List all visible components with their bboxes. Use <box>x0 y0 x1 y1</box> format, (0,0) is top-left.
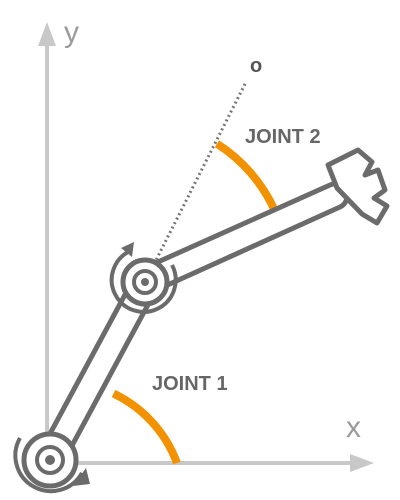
rotation-arrow-icon <box>13 437 84 494</box>
x-axis-label: x <box>346 411 361 444</box>
coordinate-axes: y x <box>38 16 374 475</box>
link1-extension-dotted-line <box>143 81 248 283</box>
joint1-angle-arc <box>111 389 181 465</box>
arm-link-2 <box>137 181 350 295</box>
elbow-joint <box>109 242 178 314</box>
x-axis-arrowhead <box>350 454 374 472</box>
rotation-arrow-icon <box>109 249 178 314</box>
reference-point-label: o <box>250 55 262 77</box>
gripper-icon <box>325 147 390 226</box>
y-axis-arrowhead <box>38 22 56 46</box>
y-axis-label: y <box>64 16 79 49</box>
joint1-label: JOINT 1 <box>152 373 228 395</box>
joint2-angle-arc <box>214 140 279 213</box>
base-joint <box>13 431 90 494</box>
joint2-label: JOINT 2 <box>245 126 321 148</box>
